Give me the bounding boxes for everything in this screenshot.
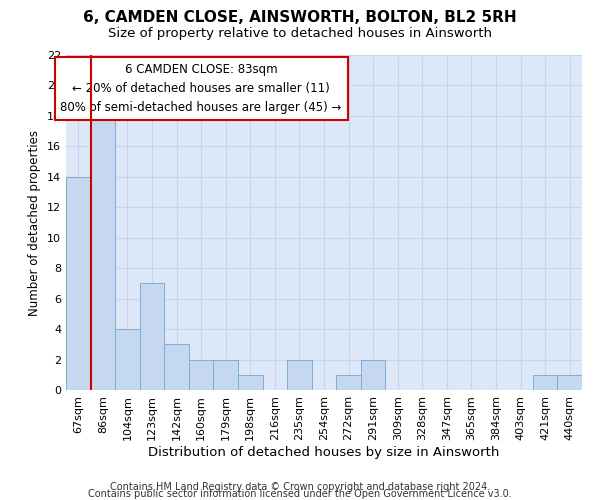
Text: 6, CAMDEN CLOSE, AINSWORTH, BOLTON, BL2 5RH: 6, CAMDEN CLOSE, AINSWORTH, BOLTON, BL2 … [83,10,517,25]
Bar [66,177,91,390]
Bar [164,344,189,390]
Bar [361,360,385,390]
Bar [336,375,361,390]
Bar [533,375,557,390]
Bar [557,375,582,390]
Bar [287,360,312,390]
Bar [238,375,263,390]
X-axis label: Distribution of detached houses by size in Ainsworth: Distribution of detached houses by size … [148,446,500,458]
Text: Size of property relative to detached houses in Ainsworth: Size of property relative to detached ho… [108,28,492,40]
Text: Contains public sector information licensed under the Open Government Licence v3: Contains public sector information licen… [88,489,512,499]
Bar [189,360,214,390]
Bar [140,284,164,390]
Bar [214,360,238,390]
Text: 6 CAMDEN CLOSE: 83sqm
← 20% of detached houses are smaller (11)
80% of semi-deta: 6 CAMDEN CLOSE: 83sqm ← 20% of detached … [61,62,342,114]
Bar [91,116,115,390]
Y-axis label: Number of detached properties: Number of detached properties [28,130,41,316]
Text: Contains HM Land Registry data © Crown copyright and database right 2024.: Contains HM Land Registry data © Crown c… [110,482,490,492]
Bar [115,329,140,390]
